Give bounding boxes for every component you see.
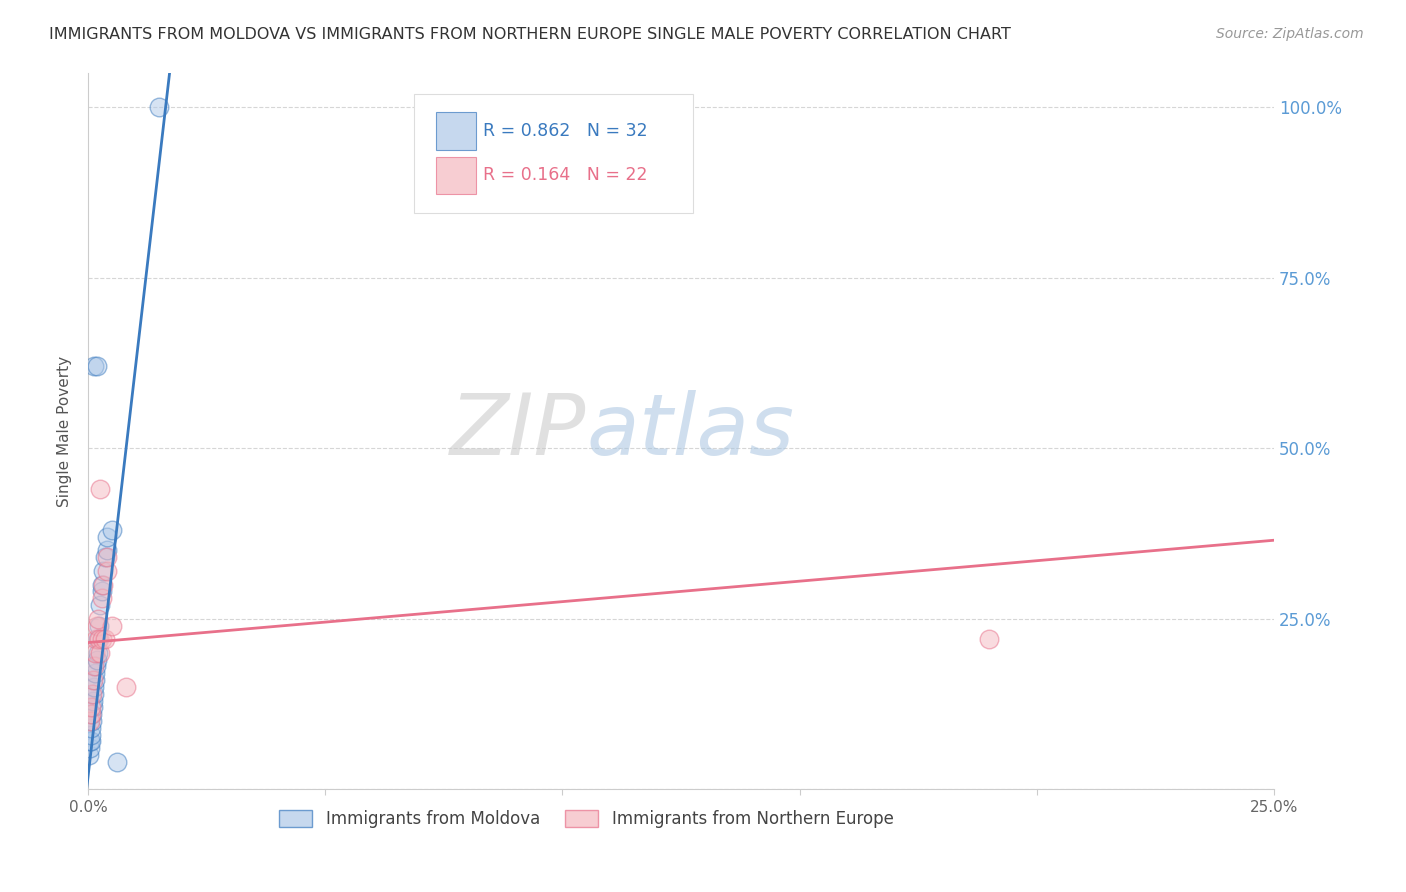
Point [87,632,110,647]
Point [105,755,128,769]
Point [83,680,105,694]
Point [96,530,118,544]
Point [96,543,118,558]
Point [84,632,107,647]
Point [89,482,111,496]
Point [77,748,100,763]
Text: Source: ZipAtlas.com: Source: ZipAtlas.com [1216,27,1364,41]
Point [80,721,103,735]
Point [94,550,117,565]
Point [148,100,170,114]
Point [83,359,105,374]
Point [79,734,101,748]
Point [79,714,101,728]
Point [91,577,114,591]
Point [115,680,138,694]
Text: R = 0.164   N = 22: R = 0.164 N = 22 [484,167,648,185]
FancyBboxPatch shape [436,157,475,194]
Point [80,714,103,728]
Point [91,584,114,599]
Point [82,673,104,687]
Point [83,687,105,701]
Text: atlas: atlas [586,390,794,473]
FancyBboxPatch shape [436,112,475,150]
Point [89,598,111,612]
Point [79,734,101,748]
Point [86,632,108,647]
Point [101,523,124,537]
Point [89,646,111,660]
Point [82,700,104,714]
Point [91,632,114,647]
Text: IMMIGRANTS FROM MOLDOVA VS IMMIGRANTS FROM NORTHERN EUROPE SINGLE MALE POVERTY C: IMMIGRANTS FROM MOLDOVA VS IMMIGRANTS FR… [49,27,1011,42]
Point [83,659,105,673]
FancyBboxPatch shape [415,95,693,212]
Point [79,741,101,756]
Point [86,618,108,632]
Legend: Immigrants from Moldova, Immigrants from Northern Europe: Immigrants from Moldova, Immigrants from… [273,803,900,835]
Point [82,687,104,701]
Point [96,564,118,578]
Point [86,612,108,626]
Point [82,693,104,707]
Y-axis label: Single Male Poverty: Single Male Poverty [58,356,72,507]
Point [86,652,108,666]
Text: ZIP: ZIP [450,390,586,473]
Point [91,591,114,606]
Point [91,577,114,591]
Point [79,707,101,722]
Point [84,659,107,673]
Point [82,707,104,722]
Point [80,700,103,714]
Point [979,632,1001,647]
Point [83,673,105,687]
Point [86,646,108,660]
Point [87,618,110,632]
Point [86,359,108,374]
Point [101,618,124,632]
Point [80,728,103,742]
Text: R = 0.862   N = 32: R = 0.862 N = 32 [484,122,648,140]
Point [84,666,107,681]
Point [94,632,117,647]
Point [91,564,114,578]
Point [96,550,118,565]
Point [84,646,107,660]
